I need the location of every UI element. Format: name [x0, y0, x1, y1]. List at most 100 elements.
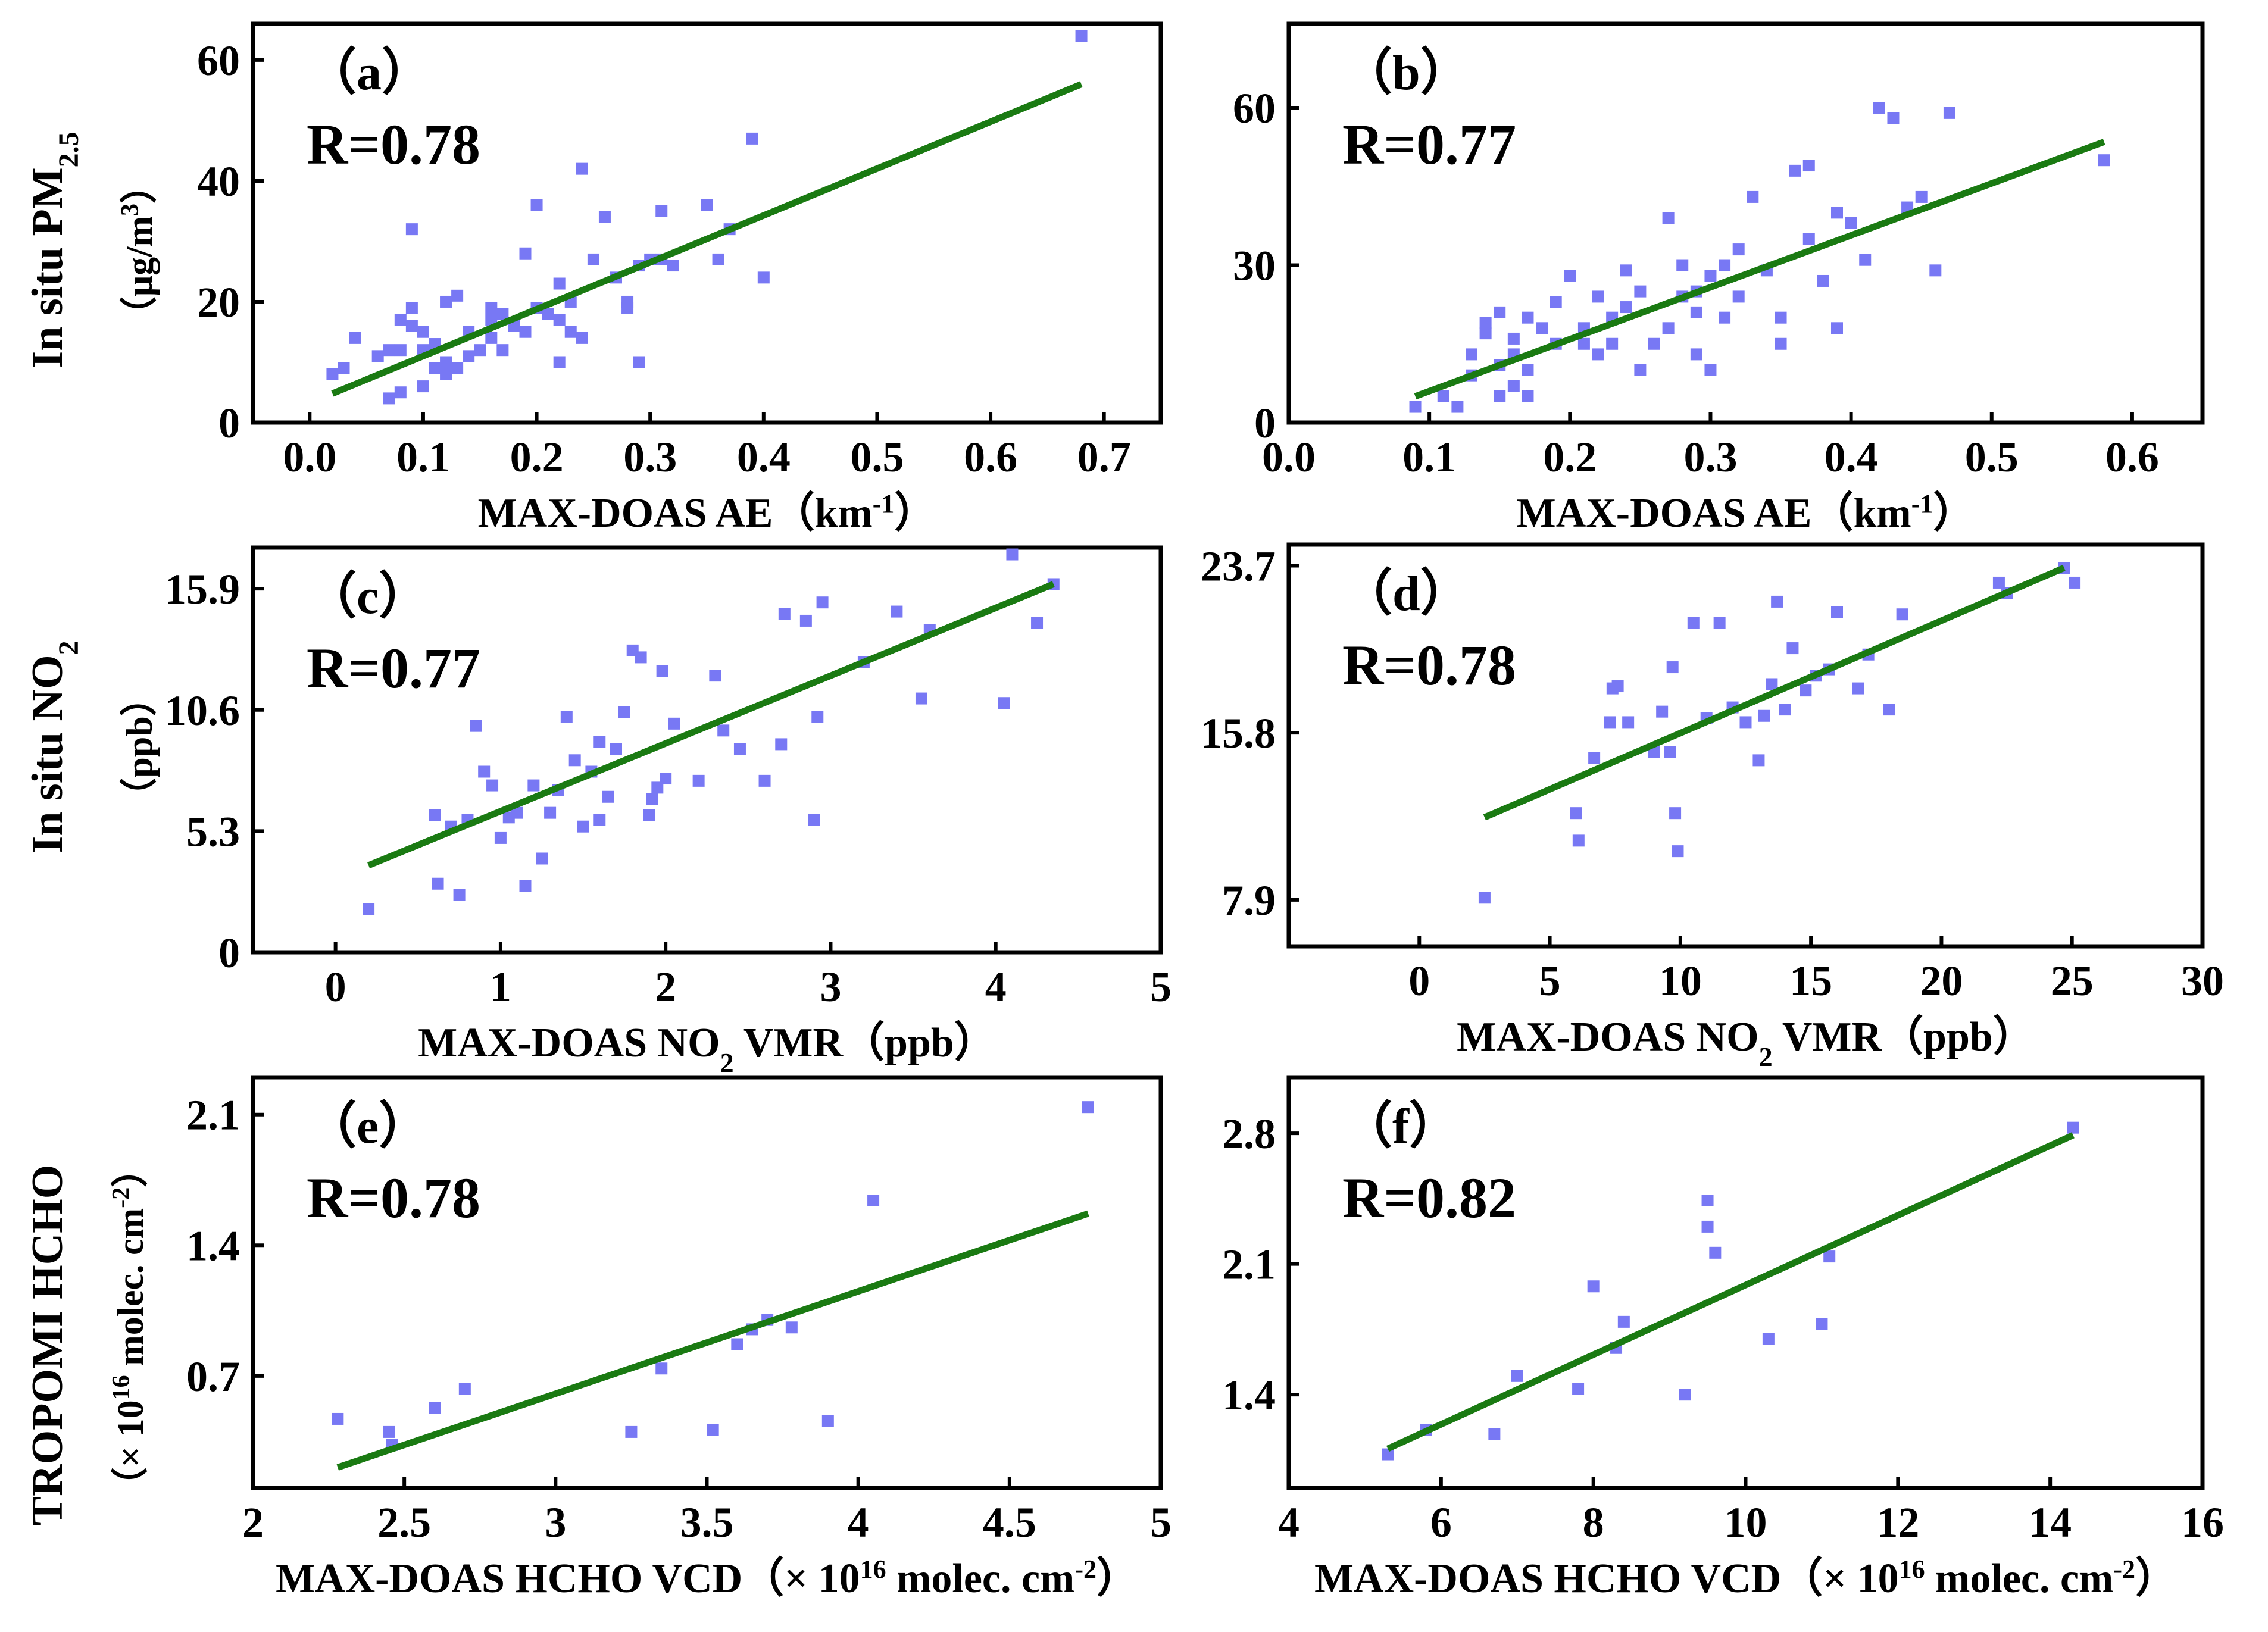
data-point-c	[808, 814, 820, 826]
x-tick-label-d: 20	[1920, 957, 1963, 1005]
y-title-pm25: In situ PM2.5	[23, 132, 85, 368]
data-point-a	[394, 314, 407, 326]
x-axis-label-d: MAX-DOAS NO2 VMR（ppb）	[1457, 1014, 2035, 1072]
data-point-b	[1943, 107, 1955, 119]
x-tick-label-b: 0.0	[1262, 433, 1316, 481]
data-point-d	[1779, 704, 1791, 716]
x-tick-label-e: 5	[1150, 1499, 1172, 1546]
x-label-close: ）	[1933, 490, 1975, 536]
data-point-b	[1507, 332, 1520, 345]
data-point-a	[405, 320, 418, 332]
y-tick-label-d: 23.7	[1201, 543, 1276, 590]
x-label-part: MAX-DOAS AE（km	[478, 490, 873, 536]
panel-tag-d: （d）	[1342, 566, 1470, 621]
data-point-f	[1617, 1315, 1630, 1328]
data-point-b	[1662, 322, 1675, 334]
r-value-d: R=0.78	[1342, 633, 1516, 697]
data-point-a	[542, 308, 554, 320]
data-point-b	[1662, 212, 1675, 224]
data-point-b	[1620, 301, 1632, 314]
data-point-a	[474, 344, 486, 357]
data-point-b	[1451, 401, 1464, 413]
x-tick-label-a: 0.7	[1077, 433, 1131, 481]
panel-f: 4 6 8 10 12 14 16 1.4 2.1 2.8 （f） R=0.82 MAX-DOAS HC…	[1222, 1075, 2224, 1602]
data-point-c	[536, 852, 548, 865]
data-point-a	[667, 260, 679, 272]
data-point-d	[1604, 716, 1616, 729]
y-tick-label-b: 0	[1254, 399, 1276, 447]
x-tick-label-f: 12	[1876, 1499, 1919, 1546]
data-point-c	[660, 773, 672, 785]
data-point-c	[709, 670, 721, 682]
data-point-b	[1831, 207, 1843, 219]
data-point-a	[655, 205, 668, 217]
data-point-a	[496, 308, 509, 320]
data-point-b	[1564, 270, 1576, 282]
x-tick-label-f: 16	[2181, 1499, 2224, 1546]
data-point-b	[1522, 390, 1534, 402]
data-point-c	[758, 774, 771, 787]
panel-b: 0.0 0.1 0.2 0.3 0.4 0.5 0.6 0 30 60 （b） R=0.77 MAX-D…	[1233, 21, 2205, 536]
fit-line-e	[336, 1210, 1089, 1471]
x-tick-label-a: 0.3	[623, 433, 677, 481]
x-tick-label-a: 0.4	[737, 433, 791, 481]
data-point-c	[363, 903, 375, 915]
x-tick-label-b: 0.1	[1402, 433, 1456, 481]
y-tick-label-c: 15.9	[165, 565, 240, 613]
x-label-sup2: -2	[2113, 1555, 2135, 1584]
data-point-d	[1588, 752, 1601, 764]
data-point-c	[643, 809, 655, 821]
x-label-rest: molec. cm	[1925, 1556, 2114, 1602]
x-tick-label-b: 0.2	[1543, 433, 1597, 481]
data-point-d	[1478, 892, 1491, 904]
data-point-b	[1409, 401, 1422, 413]
data-point-c	[778, 608, 791, 620]
data-point-c	[453, 889, 466, 901]
x-tick-label-c: 4	[985, 963, 1007, 1011]
x-label-sup: 16	[860, 1555, 886, 1584]
data-point-c	[486, 779, 499, 792]
data-point-b	[1775, 337, 1787, 350]
r-value-e: R=0.78	[307, 1166, 480, 1230]
y-unit-no2-text: （ppb）	[118, 679, 160, 814]
x-tick-label-a: 0.2	[510, 433, 564, 481]
data-point-a	[496, 344, 509, 357]
data-point-b	[1887, 112, 1900, 124]
y-unit-hcho-text: （× 1016 molec. cm-2）	[108, 1150, 151, 1504]
data-point-b	[1634, 285, 1647, 298]
data-point-c	[560, 711, 573, 723]
y-tick-label-a: 20	[197, 279, 240, 326]
data-point-a	[440, 368, 452, 380]
data-point-e	[332, 1412, 344, 1425]
data-point-d	[1758, 709, 1770, 722]
data-point-d	[1672, 845, 1684, 858]
data-point-d	[1786, 642, 1799, 655]
data-point-e	[1082, 1101, 1094, 1114]
fit-line-a	[331, 81, 1083, 397]
y-tick-label-f: 2.1	[1222, 1241, 1276, 1289]
data-point-a	[383, 392, 395, 405]
data-point-a	[530, 199, 543, 211]
x-tick-label-b: 0.3	[1683, 433, 1737, 481]
data-point-a	[621, 302, 634, 314]
data-point-a	[712, 253, 724, 265]
data-point-c	[494, 831, 507, 844]
data-point-b	[1494, 306, 1506, 318]
x-label-rest: VMR（ppb）	[1773, 1014, 2035, 1060]
data-point-b	[1859, 254, 1872, 266]
x-tick-label-b: 0.6	[2105, 433, 2159, 481]
data-point-a	[429, 362, 441, 374]
x-tick-label-a: 0.5	[850, 433, 904, 481]
data-point-a	[1075, 30, 1088, 42]
data-point-f	[1816, 1318, 1828, 1330]
y-tick-label-d: 7.9	[1222, 877, 1276, 924]
r-value-a: R=0.78	[307, 112, 480, 176]
data-point-d	[1622, 716, 1635, 729]
data-point-b	[1831, 322, 1843, 334]
x-label-part: MAX-DOAS NO	[418, 1020, 720, 1066]
data-point-c	[519, 880, 532, 892]
data-point-c	[799, 614, 812, 627]
x-tick-label-e: 4	[848, 1499, 869, 1546]
data-point-b	[1592, 290, 1604, 303]
